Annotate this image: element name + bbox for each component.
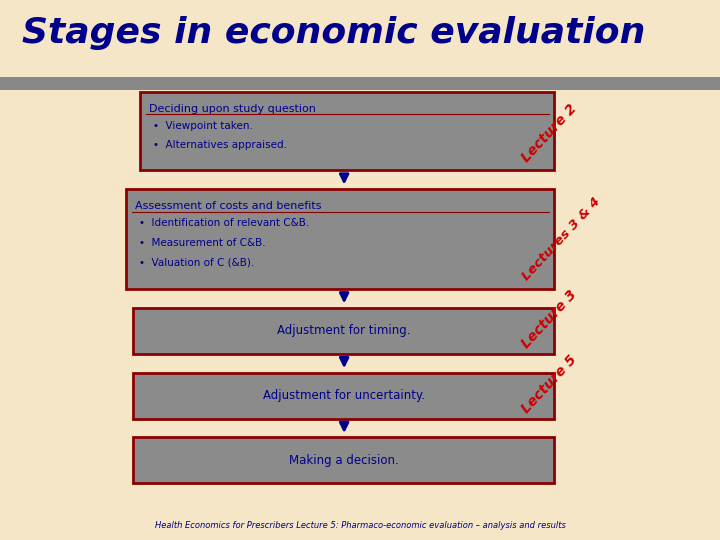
FancyBboxPatch shape xyxy=(126,189,554,289)
Text: •  Viewpoint taken.: • Viewpoint taken. xyxy=(153,121,253,131)
Bar xyxy=(0,77,720,90)
Text: •  Identification of relevant C&B.: • Identification of relevant C&B. xyxy=(139,218,309,228)
FancyBboxPatch shape xyxy=(133,437,554,483)
Text: Adjustment for uncertainty.: Adjustment for uncertainty. xyxy=(263,389,425,402)
Text: Lecture 3: Lecture 3 xyxy=(519,287,580,351)
Text: Making a decision.: Making a decision. xyxy=(289,454,399,467)
Text: Assessment of costs and benefits: Assessment of costs and benefits xyxy=(135,201,321,211)
Text: •  Valuation of C (&B).: • Valuation of C (&B). xyxy=(139,257,254,267)
Text: Health Economics for Prescribers Lecture 5: Pharmaco-economic evaluation – analy: Health Economics for Prescribers Lecture… xyxy=(155,521,565,530)
Text: •  Measurement of C&B.: • Measurement of C&B. xyxy=(139,238,266,248)
Text: Lectures 3 & 4: Lectures 3 & 4 xyxy=(520,195,603,284)
Text: Lecture 2: Lecture 2 xyxy=(519,101,580,165)
FancyBboxPatch shape xyxy=(133,373,554,418)
FancyBboxPatch shape xyxy=(140,92,554,170)
FancyBboxPatch shape xyxy=(133,308,554,354)
Text: Adjustment for timing.: Adjustment for timing. xyxy=(277,324,410,338)
Text: Deciding upon study question: Deciding upon study question xyxy=(149,104,316,114)
Text: Lecture 5: Lecture 5 xyxy=(519,352,580,416)
Text: •  Alternatives appraised.: • Alternatives appraised. xyxy=(153,140,287,151)
Text: Stages in economic evaluation: Stages in economic evaluation xyxy=(22,16,645,50)
